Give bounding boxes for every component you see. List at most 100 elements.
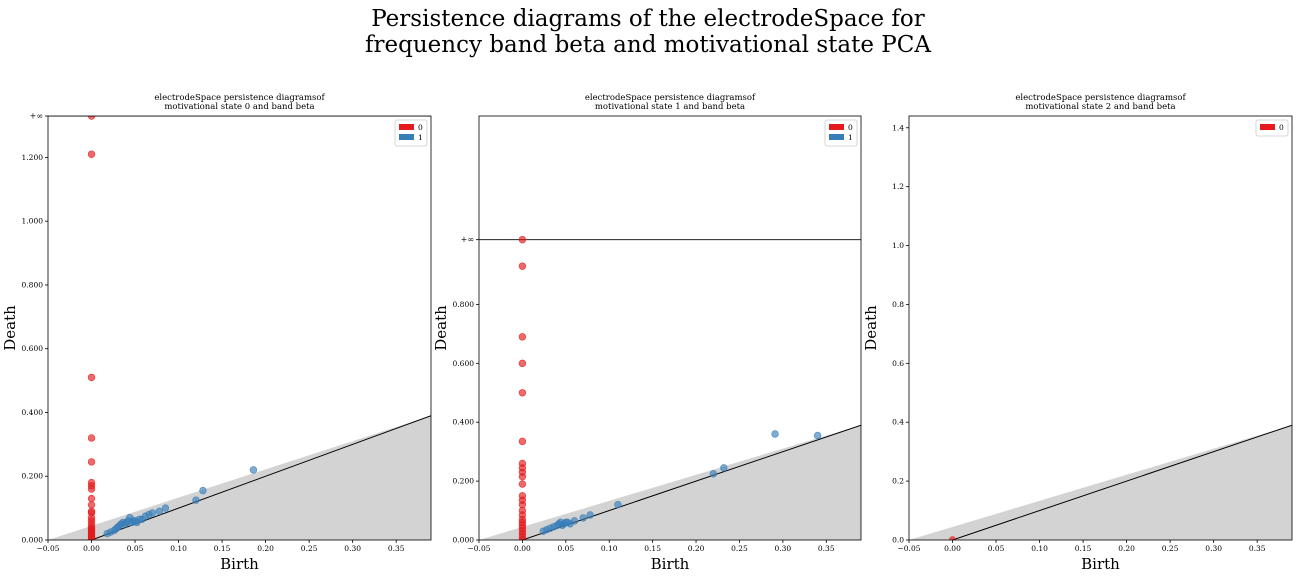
subplot-title-line: electrodeSpace persistence diagramsof xyxy=(1015,93,1186,103)
data-point xyxy=(87,373,96,382)
x-tick-label: 0.35 xyxy=(1249,544,1266,553)
x-tick-label: 0.30 xyxy=(344,544,361,553)
y-tick-label-infinity: +∞ xyxy=(461,235,474,244)
y-tick-label: 1.200 xyxy=(22,153,44,162)
y-tick-label: 1.0 xyxy=(892,241,904,250)
data-point xyxy=(813,431,822,440)
x-tick-label: 0.30 xyxy=(775,544,792,553)
x-tick-label: 0.15 xyxy=(214,544,231,553)
data-point xyxy=(518,235,527,244)
y-tick-label: 0.4 xyxy=(892,418,904,427)
data-point xyxy=(249,466,258,474)
data-point xyxy=(148,509,157,517)
y-tick-label: 0.6 xyxy=(892,359,904,368)
y-tick-label: 0.600 xyxy=(453,359,475,368)
x-tick-label: 0.05 xyxy=(988,544,1005,553)
x-tick-label: 0.05 xyxy=(127,544,144,553)
x-axis-label: Birth xyxy=(1081,555,1120,573)
data-point xyxy=(570,517,579,525)
below-diagonal-region xyxy=(909,425,1292,540)
x-axis-label: Birth xyxy=(651,555,690,573)
y-tick-label: 0.800 xyxy=(22,280,44,289)
legend-swatch-1 xyxy=(829,134,844,140)
x-tick-label: 0.10 xyxy=(1031,544,1048,553)
subplot-title-line: motivational state 1 and band beta xyxy=(595,102,745,112)
axes-frame xyxy=(478,115,862,541)
x-axis-label: Birth xyxy=(220,555,259,573)
y-tick-label: 0.800 xyxy=(453,300,475,309)
axes-frame xyxy=(908,115,1293,541)
data-point xyxy=(199,486,207,495)
x-tick-label: 0.10 xyxy=(601,544,618,553)
plot-panel-2: −0.05 0.00 0.05 0.10 0.15 0.20 0.25 0.30 0.350.0… xyxy=(862,93,1293,573)
legend-label-0: 0 xyxy=(418,123,423,132)
y-tick-label: 0.8 xyxy=(892,300,904,309)
plot-area-0 xyxy=(48,116,431,540)
x-tick-label: 0.10 xyxy=(170,544,187,553)
legend-swatch-0 xyxy=(829,124,844,130)
legend: 01 xyxy=(824,119,858,147)
data-point xyxy=(579,514,587,522)
y-tick-label: 0.200 xyxy=(22,472,44,481)
data-point xyxy=(518,480,527,488)
x-tick-label: −0.05 xyxy=(898,544,921,553)
x-tick-label: 0.20 xyxy=(688,544,705,553)
x-tick-label: 0.15 xyxy=(1075,544,1092,553)
x-tick-label: 0.00 xyxy=(944,544,961,553)
data-point xyxy=(518,437,527,446)
legend-swatch-0 xyxy=(1260,124,1275,130)
data-point xyxy=(87,458,96,466)
x-tick-label: 0.00 xyxy=(514,544,531,553)
data-point xyxy=(87,116,96,120)
data-point xyxy=(518,389,527,397)
below-diagonal-region xyxy=(48,415,431,540)
data-point xyxy=(518,262,527,270)
legend-swatch-0 xyxy=(399,124,414,130)
legend: 01 xyxy=(394,119,428,147)
x-tick-label: 0.25 xyxy=(1162,544,1179,553)
x-tick-label: 0.20 xyxy=(1118,544,1135,553)
figure-title-line-1: Persistence diagrams of the electrodeSpa… xyxy=(371,6,925,32)
y-tick-label: 1.2 xyxy=(892,182,904,191)
x-tick-label: 0.35 xyxy=(818,544,835,553)
y-tick-label: 0.2 xyxy=(892,477,904,486)
data-point xyxy=(87,150,96,158)
subplot-title-line: electrodeSpace persistence diagramsof xyxy=(585,93,756,103)
y-tick-label: 1.000 xyxy=(22,217,44,226)
x-tick-label: 0.30 xyxy=(1205,544,1222,553)
data-point xyxy=(518,333,527,341)
y-tick-label-infinity: +∞ xyxy=(30,112,43,121)
y-tick-label: 0.600 xyxy=(22,344,44,353)
data-point xyxy=(771,430,779,438)
legend-label-1: 1 xyxy=(848,133,853,142)
y-tick-label: 0.000 xyxy=(453,536,475,545)
x-tick-label: 0.25 xyxy=(731,544,748,553)
y-tick-label: 0.400 xyxy=(453,418,475,427)
x-tick-label: −0.05 xyxy=(37,544,60,553)
y-axis-label: Death xyxy=(862,305,880,351)
data-point xyxy=(709,470,718,478)
figure-title-line-2: frequency band beta and motivational sta… xyxy=(365,32,931,58)
axes-frame xyxy=(47,115,432,541)
data-point xyxy=(720,464,728,472)
subplot-title-line: electrodeSpace persistence diagramsof xyxy=(154,93,325,103)
legend-label-0: 0 xyxy=(848,123,853,132)
subplot-title-line: motivational state 2 and band beta xyxy=(1025,102,1175,112)
y-tick-label: 0.000 xyxy=(22,536,44,545)
legend: 0 xyxy=(1255,119,1289,137)
subplot-title-line: motivational state 0 and band beta xyxy=(164,102,314,112)
x-tick-label: 0.15 xyxy=(644,544,661,553)
series-0-points xyxy=(518,235,527,540)
legend-label-0: 0 xyxy=(1279,123,1284,132)
legend-label-1: 1 xyxy=(418,133,423,142)
data-point xyxy=(518,472,527,481)
x-tick-label: 0.00 xyxy=(83,544,100,553)
data-point xyxy=(161,504,170,512)
data-point xyxy=(518,359,527,368)
legend-swatch-1 xyxy=(399,134,414,140)
y-axis-label: Death xyxy=(432,305,450,351)
plot-area-1 xyxy=(479,235,861,540)
plot-area-2 xyxy=(909,424,1292,540)
series-0-points xyxy=(87,116,96,540)
